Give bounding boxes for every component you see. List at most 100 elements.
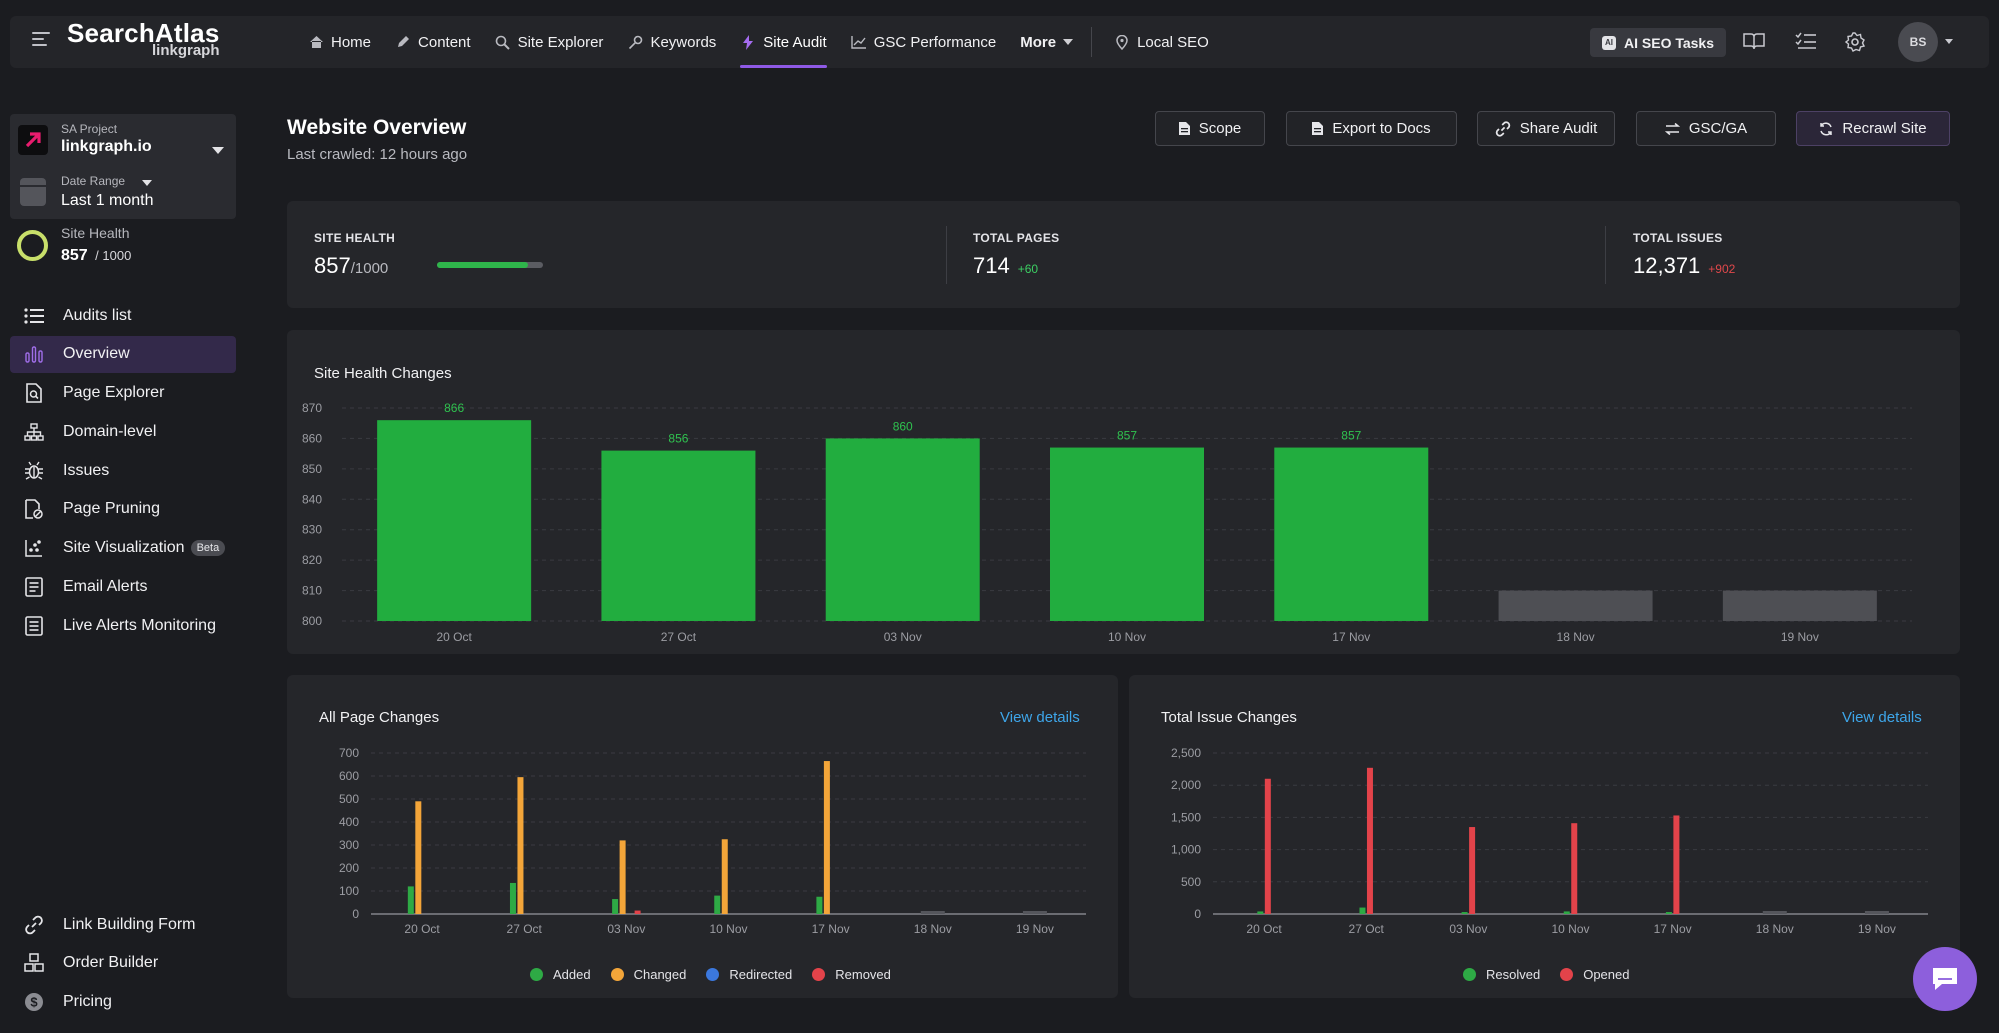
sidebar-item-issues[interactable]: Issues (10, 452, 236, 489)
sidebar-item-overview[interactable]: Overview (10, 335, 236, 373)
site-health-ring-icon (17, 230, 48, 261)
series-bar-resolved (1359, 907, 1366, 914)
nav-gsc-label: GSC Performance (873, 33, 997, 51)
nav-site-explorer-label: Site Explorer (517, 33, 604, 51)
total-issues-delta: +902 (1708, 262, 1736, 276)
series-bar-opened (1469, 827, 1476, 914)
y-tick-label: 200 (339, 861, 359, 875)
date-range-label: Date Range (61, 174, 126, 188)
total-issue-changes-title: Total Issue Changes (1161, 709, 1297, 726)
nav-keywords[interactable]: Keywords (615, 16, 728, 68)
sidebar-item-label: Overview (63, 345, 130, 363)
ai-seo-tasks-button[interactable]: AI AI SEO Tasks (1590, 28, 1727, 57)
sidebar-item-order-builder[interactable]: Order Builder (10, 945, 236, 982)
legend-opened[interactable]: Opened (1560, 967, 1629, 982)
project-logo-icon (18, 125, 48, 155)
y-tick-label: 2,500 (1171, 746, 1201, 760)
gear-icon[interactable] (1844, 32, 1867, 52)
series-bar-changed (415, 801, 422, 914)
scope-button[interactable]: Scope (1155, 111, 1265, 146)
x-tick-label: 10 Nov (1551, 922, 1589, 936)
legend-dot (530, 968, 543, 981)
series-bar-added (816, 896, 823, 914)
sidebar-item-page-pruning[interactable]: Page Pruning (10, 491, 236, 528)
x-tick-label: 03 Nov (1449, 922, 1487, 936)
nav-home[interactable]: Home (296, 16, 383, 68)
share-audit-button[interactable]: Share Audit (1477, 111, 1615, 146)
sitemap-icon (24, 422, 44, 442)
sidebar-item-email-alerts[interactable]: Email Alerts (10, 569, 236, 606)
y-tick-label: 700 (339, 746, 359, 760)
sidebar-item-site-visualization[interactable]: Site Visualization Beta (10, 530, 236, 567)
nav-more[interactable]: More (1008, 16, 1085, 68)
nav-home-label: Home (331, 33, 372, 51)
sidebar-item-page-explorer[interactable]: Page Explorer (10, 375, 236, 412)
nav-site-explorer[interactable]: Site Explorer (483, 16, 616, 68)
project-value: linkgraph.io (61, 138, 152, 155)
series-bar-resolved (1257, 911, 1264, 914)
legend-label: Changed (633, 967, 687, 982)
x-tick-label: 19 Nov (1781, 630, 1819, 644)
legend-dot (812, 968, 826, 981)
chevron-down-icon[interactable] (142, 180, 152, 186)
x-tick-label: 19 Nov (1016, 922, 1054, 936)
legend-resolved[interactable]: Resolved (1463, 967, 1540, 982)
nav-keywords-label: Keywords (650, 33, 717, 51)
total-issues-value: 12,371 (1633, 253, 1701, 278)
chat-support-button[interactable] (1913, 947, 1977, 1011)
gsc-ga-button[interactable]: GSC/GA (1636, 111, 1776, 146)
health-bar (1498, 590, 1653, 621)
empty-bar-marker (1864, 911, 1889, 914)
nav-gsc-performance[interactable]: GSC Performance (839, 16, 1009, 68)
data-label: 866 (444, 401, 464, 415)
sidebar-item-domain-level[interactable]: Domain-level (10, 413, 236, 450)
export-to-docs-button[interactable]: Export to Docs (1286, 111, 1457, 146)
nav-local-seo-label: Local SEO (1137, 33, 1209, 51)
sidebar-item-pricing[interactable]: $ Pricing (10, 984, 236, 1021)
y-tick-label: 870 (302, 401, 322, 415)
date-range-value: Last 1 month (61, 192, 154, 209)
sidebar-item-link-building-form[interactable]: Link Building Form (10, 906, 236, 943)
y-tick-label: 830 (302, 523, 322, 537)
data-label: 856 (668, 432, 688, 446)
sidebar-item-audits-list[interactable]: Audits list (10, 297, 236, 334)
avatar[interactable]: BS (1898, 22, 1938, 62)
nav-site-audit[interactable]: Site Audit (728, 16, 838, 68)
sidebar-item-label: Order Builder (63, 954, 159, 972)
total-pages-value: 714 (973, 253, 1010, 278)
legend-redirected[interactable]: Redirected (706, 967, 792, 982)
series-bar-resolved (1563, 911, 1570, 914)
legend-removed[interactable]: Removed (812, 967, 891, 982)
legend-dot (706, 968, 720, 981)
last-crawled-text: Last crawled: 12 hours ago (287, 146, 468, 163)
nav-content[interactable]: Content (383, 16, 483, 68)
sidebar-item-label: Site Visualization (63, 539, 185, 557)
total-issue-changes-chart: 0 500 1,000 1,500 2,000 2,500 20 Oct 27 Oct 03 N… (1171, 746, 1928, 936)
sidebar-item-live-alerts[interactable]: Live Alerts Monitoring (10, 607, 236, 644)
y-tick-label: 600 (339, 769, 359, 783)
page-changes-legend: Added Changed Redirected Removed (530, 967, 911, 982)
chevron-down-icon[interactable] (212, 147, 224, 154)
health-bar (1050, 447, 1204, 621)
all-page-changes-title: All Page Changes (319, 709, 440, 726)
key-icon (627, 34, 643, 50)
page-changes-view-details-link[interactable]: View details (1000, 709, 1080, 726)
monitor-icon (24, 616, 44, 636)
page-prune-icon (24, 499, 44, 520)
nav-local-seo[interactable]: Local SEO (1102, 16, 1221, 68)
menu-toggle-icon[interactable] (32, 32, 50, 48)
total-pages-value-row: 714 +60 (973, 253, 1038, 279)
legend-added[interactable]: Added (530, 967, 591, 982)
issue-changes-view-details-link[interactable]: View details (1842, 709, 1922, 726)
checklist-icon[interactable] (1795, 32, 1817, 52)
y-tick-label: 100 (339, 884, 359, 898)
brand-logo[interactable]: SearchAtlas linkgraph (67, 18, 220, 59)
chevron-down-icon[interactable] (1945, 39, 1953, 44)
legend-changed[interactable]: Changed (610, 967, 687, 982)
series-bar-removed (634, 910, 641, 914)
sidebar-item-label: Pricing (63, 993, 112, 1011)
x-tick-label: 03 Nov (884, 630, 922, 644)
book-icon[interactable] (1743, 32, 1765, 52)
recrawl-site-button[interactable]: Recrawl Site (1796, 111, 1950, 146)
project-selector-card[interactable]: SA Project linkgraph.io Date Range Last … (10, 114, 236, 219)
